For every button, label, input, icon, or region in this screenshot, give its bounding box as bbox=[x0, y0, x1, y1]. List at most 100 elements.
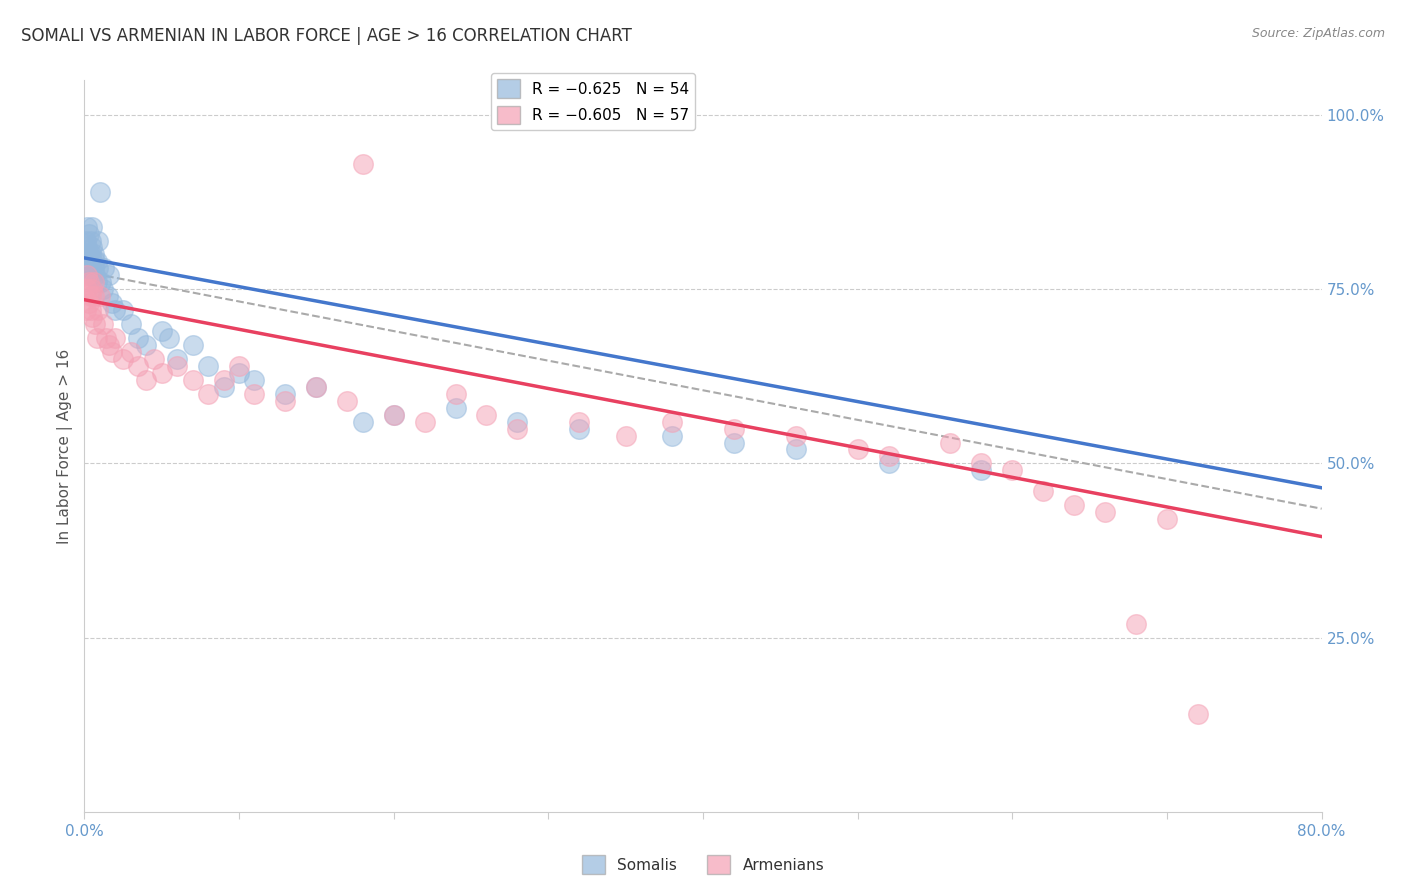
Point bbox=[382, 408, 405, 422]
Point bbox=[274, 386, 297, 401]
Text: SOMALI VS ARMENIAN IN LABOR FORCE | AGE > 16 CORRELATION CHART: SOMALI VS ARMENIAN IN LABOR FORCE | AGE … bbox=[21, 27, 631, 45]
Point bbox=[506, 421, 529, 435]
Point bbox=[506, 415, 529, 429]
Point bbox=[723, 435, 745, 450]
Point bbox=[84, 317, 107, 331]
Point bbox=[877, 450, 900, 464]
Point bbox=[135, 338, 157, 352]
Text: Source: ZipAtlas.com: Source: ZipAtlas.com bbox=[1251, 27, 1385, 40]
Point bbox=[382, 408, 405, 422]
Point bbox=[212, 373, 235, 387]
Point bbox=[83, 275, 105, 289]
Point bbox=[1156, 512, 1178, 526]
Point bbox=[128, 331, 150, 345]
Point bbox=[228, 359, 250, 373]
Point bbox=[661, 428, 683, 442]
Point bbox=[336, 393, 359, 408]
Point bbox=[197, 359, 219, 373]
Point bbox=[243, 386, 266, 401]
Point bbox=[94, 331, 117, 345]
Point bbox=[120, 345, 142, 359]
Point bbox=[82, 240, 104, 254]
Point bbox=[76, 268, 98, 283]
Point bbox=[970, 457, 993, 471]
Point bbox=[98, 268, 121, 283]
Point bbox=[150, 366, 173, 380]
Point bbox=[76, 219, 98, 234]
Point bbox=[159, 331, 181, 345]
Point bbox=[101, 345, 124, 359]
Point bbox=[1125, 616, 1147, 631]
Point bbox=[135, 373, 157, 387]
Point bbox=[91, 317, 114, 331]
Point bbox=[1001, 463, 1024, 477]
Point bbox=[785, 428, 807, 442]
Point bbox=[166, 359, 188, 373]
Point bbox=[228, 366, 250, 380]
Point bbox=[112, 303, 135, 318]
Point bbox=[79, 303, 101, 318]
Point bbox=[93, 261, 115, 276]
Point bbox=[76, 282, 98, 296]
Point bbox=[79, 247, 101, 261]
Point bbox=[1094, 505, 1116, 519]
Point bbox=[83, 247, 105, 261]
Point bbox=[87, 261, 110, 276]
Point bbox=[112, 351, 135, 366]
Point bbox=[166, 351, 188, 366]
Point bbox=[89, 289, 111, 303]
Point bbox=[86, 254, 108, 268]
Point bbox=[181, 373, 204, 387]
Point bbox=[82, 254, 104, 268]
Point bbox=[305, 380, 328, 394]
Point bbox=[970, 463, 993, 477]
Point bbox=[86, 331, 108, 345]
Point bbox=[82, 282, 104, 296]
Point bbox=[181, 338, 204, 352]
Point bbox=[128, 359, 150, 373]
Point bbox=[82, 219, 104, 234]
Point bbox=[75, 261, 97, 276]
Point bbox=[274, 393, 297, 408]
Point bbox=[1032, 484, 1054, 499]
Point bbox=[568, 421, 591, 435]
Point bbox=[86, 275, 108, 289]
Point bbox=[104, 303, 127, 318]
Point bbox=[661, 415, 683, 429]
Point bbox=[243, 373, 266, 387]
Point bbox=[87, 303, 110, 318]
Point bbox=[77, 261, 100, 276]
Point bbox=[75, 303, 97, 318]
Point bbox=[79, 289, 101, 303]
Point bbox=[197, 386, 219, 401]
Point bbox=[846, 442, 869, 457]
Point bbox=[305, 380, 328, 394]
Point bbox=[91, 282, 114, 296]
Point bbox=[104, 331, 127, 345]
Legend: R = −0.625   N = 54, R = −0.605   N = 57: R = −0.625 N = 54, R = −0.605 N = 57 bbox=[491, 73, 696, 130]
Point bbox=[75, 234, 97, 248]
Point bbox=[90, 275, 112, 289]
Point bbox=[77, 275, 100, 289]
Point bbox=[939, 435, 962, 450]
Point bbox=[87, 234, 110, 248]
Point bbox=[83, 289, 105, 303]
Point bbox=[77, 247, 100, 261]
Point bbox=[150, 324, 173, 338]
Point bbox=[82, 310, 104, 325]
Point bbox=[98, 338, 121, 352]
Point bbox=[212, 380, 235, 394]
Point bbox=[120, 317, 142, 331]
Point bbox=[97, 289, 120, 303]
Y-axis label: In Labor Force | Age > 16: In Labor Force | Age > 16 bbox=[58, 349, 73, 543]
Point bbox=[444, 386, 467, 401]
Point bbox=[785, 442, 807, 457]
Point bbox=[614, 428, 637, 442]
Point bbox=[444, 401, 467, 415]
Point bbox=[1187, 707, 1209, 722]
Point bbox=[79, 268, 101, 283]
Point bbox=[76, 240, 98, 254]
Point bbox=[101, 296, 124, 310]
Point bbox=[352, 415, 374, 429]
Point bbox=[76, 247, 98, 261]
